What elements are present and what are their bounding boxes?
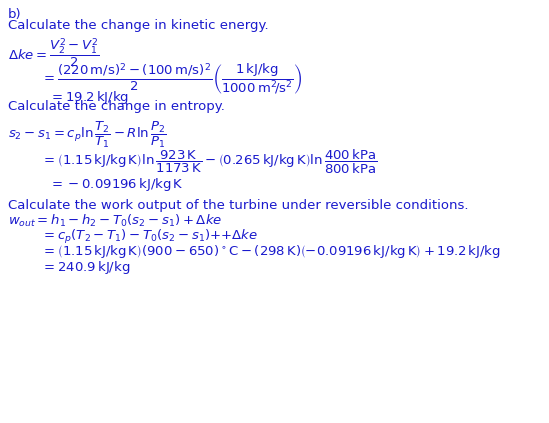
Text: $= \left(1.15\,\mathrm{kJ/kg\,K}\right)\left(900-650\right)^\circ\mathrm{C} - \l: $= \left(1.15\,\mathrm{kJ/kg\,K}\right)\…	[41, 243, 501, 260]
Text: Calculate the work output of the turbine under reversible conditions.: Calculate the work output of the turbine…	[8, 199, 469, 212]
Text: $s_2 - s_1 = c_p \ln\dfrac{T_2}{T_1} - R\ln\dfrac{P_2}{P_1}$: $s_2 - s_1 = c_p \ln\dfrac{T_2}{T_1} - R…	[8, 119, 167, 150]
Text: $= 240.9\,\mathrm{kJ/kg}$: $= 240.9\,\mathrm{kJ/kg}$	[41, 259, 131, 276]
Text: $=19.2\,\mathrm{kJ/kg}$: $=19.2\,\mathrm{kJ/kg}$	[49, 89, 130, 106]
Text: $= -0.09196\,\mathrm{kJ/kg\,K}$: $= -0.09196\,\mathrm{kJ/kg\,K}$	[49, 176, 184, 193]
Text: $= c_p\left(T_2 - T_1\right) - T_0\left(s_2 - s_1\right){+}{+}\Delta ke$: $= c_p\left(T_2 - T_1\right) - T_0\left(…	[41, 228, 258, 246]
Text: $w_{out} = h_1 - h_2 - T_0\left(s_2 - s_1\right) + \Delta ke$: $w_{out} = h_1 - h_2 - T_0\left(s_2 - s_…	[8, 213, 222, 229]
Text: $\Delta ke = \dfrac{V_2^2 - V_1^2}{2}$: $\Delta ke = \dfrac{V_2^2 - V_1^2}{2}$	[8, 37, 100, 71]
Text: $= \left(1.15\,\mathrm{kJ/kg\,K}\right)\ln\dfrac{923\,\mathrm{K}}{1173\,\mathrm{: $= \left(1.15\,\mathrm{kJ/kg\,K}\right)\…	[41, 148, 378, 176]
Text: b): b)	[8, 8, 22, 22]
Text: $= \dfrac{\left(220\,\mathrm{m/s}\right)^2 - \left(100\,\mathrm{m/s}\right)^2}{2: $= \dfrac{\left(220\,\mathrm{m/s}\right)…	[41, 61, 302, 97]
Text: Calculate the change in entropy.: Calculate the change in entropy.	[8, 100, 225, 113]
Text: Calculate the change in kinetic energy.: Calculate the change in kinetic energy.	[8, 19, 269, 32]
